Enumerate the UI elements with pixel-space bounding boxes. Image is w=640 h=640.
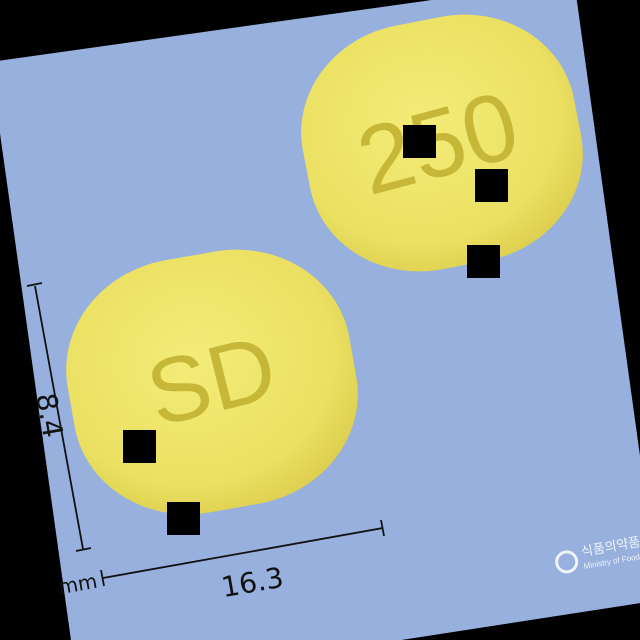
length-dimension-tick-left (100, 569, 105, 587)
height-dimension (26, 282, 92, 552)
redaction-box-2 (475, 169, 508, 202)
width-value-label: 8.4 (29, 391, 69, 441)
redaction-box-3 (467, 245, 500, 278)
height-dimension-line (34, 285, 84, 550)
length-dimension-line (102, 527, 384, 579)
redaction-box-5 (167, 502, 200, 535)
ministry-logo-icon (555, 550, 579, 574)
length-dimension (100, 519, 385, 587)
redaction-box-1 (403, 125, 436, 158)
height-dimension-tick-top (26, 282, 43, 287)
height-dimension-tick-bottom (75, 547, 92, 552)
tablet-back-body (301, 14, 583, 272)
redaction-box-4 (123, 430, 156, 463)
length-dimension-tick-right (380, 519, 385, 537)
